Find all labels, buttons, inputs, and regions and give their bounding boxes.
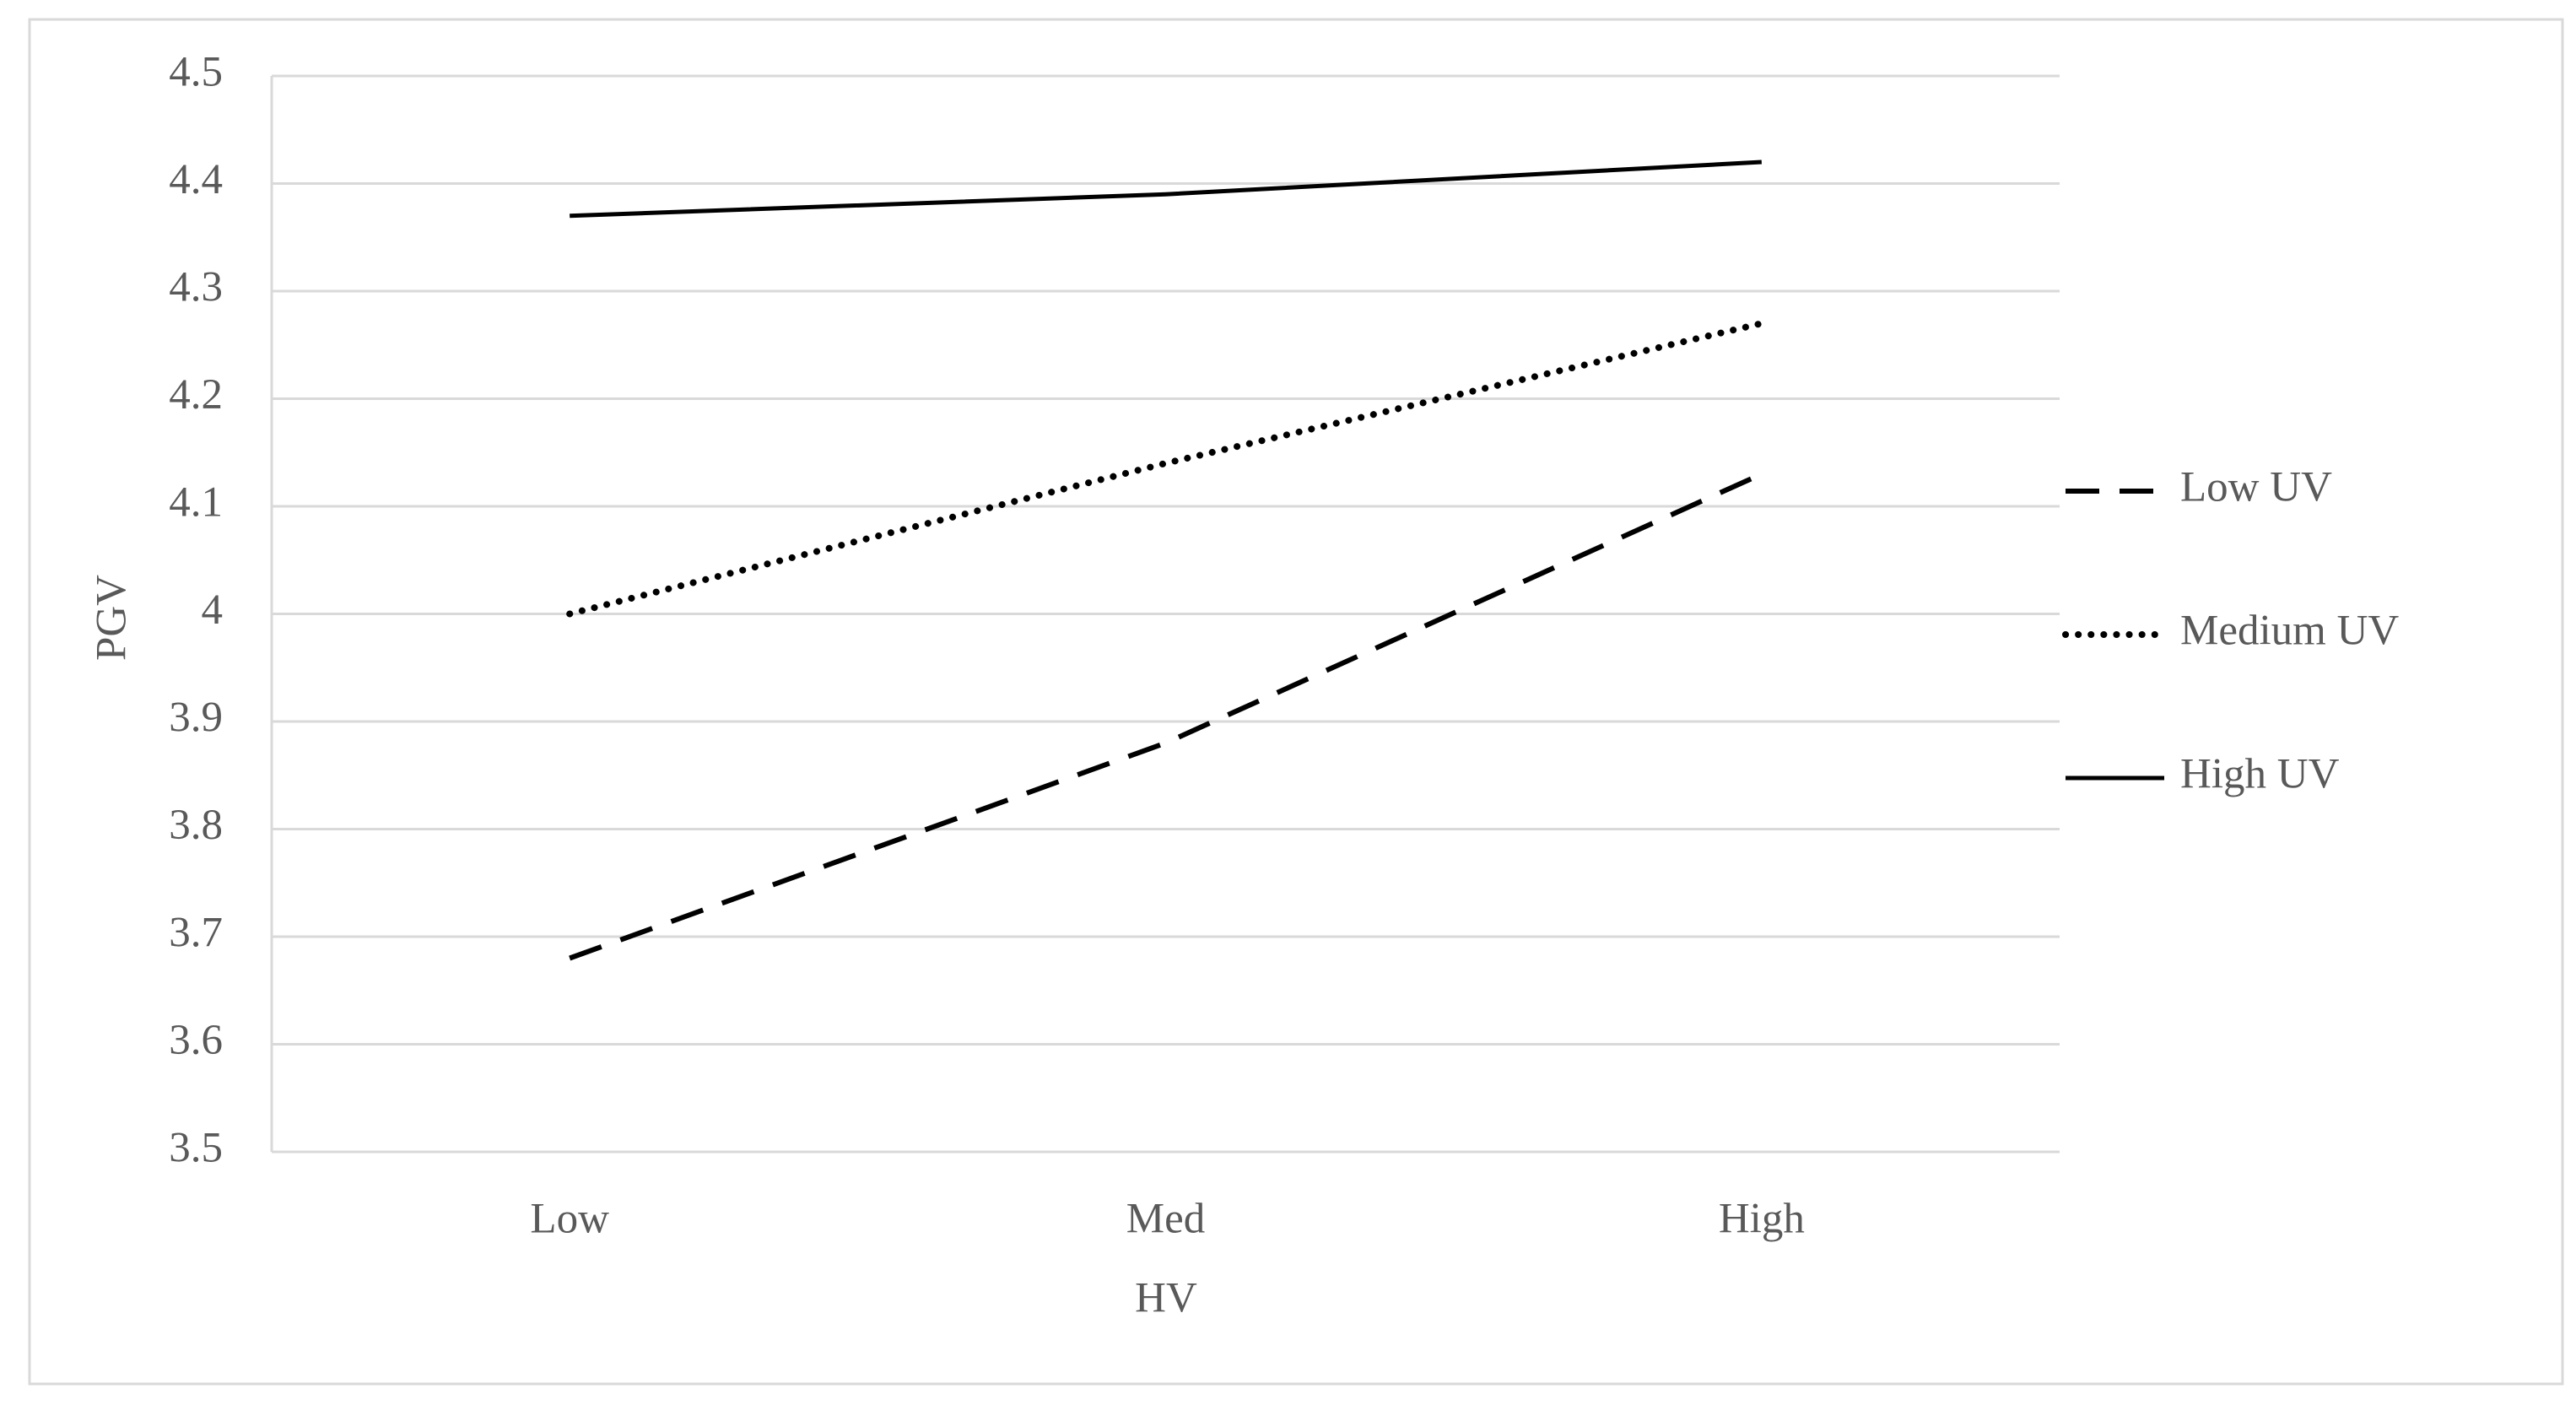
legend-label: Low UV [2180,464,2332,511]
line-series [566,320,1765,618]
y-tick-label: 3.7 [169,910,223,957]
x-axis-title: HV [1135,1275,1197,1322]
y-tick-label: 3.5 [169,1125,223,1172]
chart-frame [28,18,2564,1386]
y-tick-label: 4 [202,586,224,634]
y-tick-label: 4.4 [169,156,223,203]
legend-label: Medium UV [2180,608,2399,655]
y-tick-label: 4.1 [169,479,223,527]
y-tick-label: 4.5 [169,49,223,96]
y-tick-label: 3.8 [169,802,223,849]
y-tick-label: 4.3 [169,264,223,311]
legend-label: High UV [2180,751,2340,798]
x-tick-label: High [1719,1196,1805,1243]
y-tick-label: 4.2 [169,371,223,419]
line-series [570,159,1762,219]
y-tick-label: 3.6 [169,1017,223,1064]
x-tick-label: Low [530,1196,609,1243]
x-tick-label: Med [1126,1196,1205,1243]
y-axis-title: PGV [89,575,136,661]
y-tick-label: 3.9 [169,694,223,742]
